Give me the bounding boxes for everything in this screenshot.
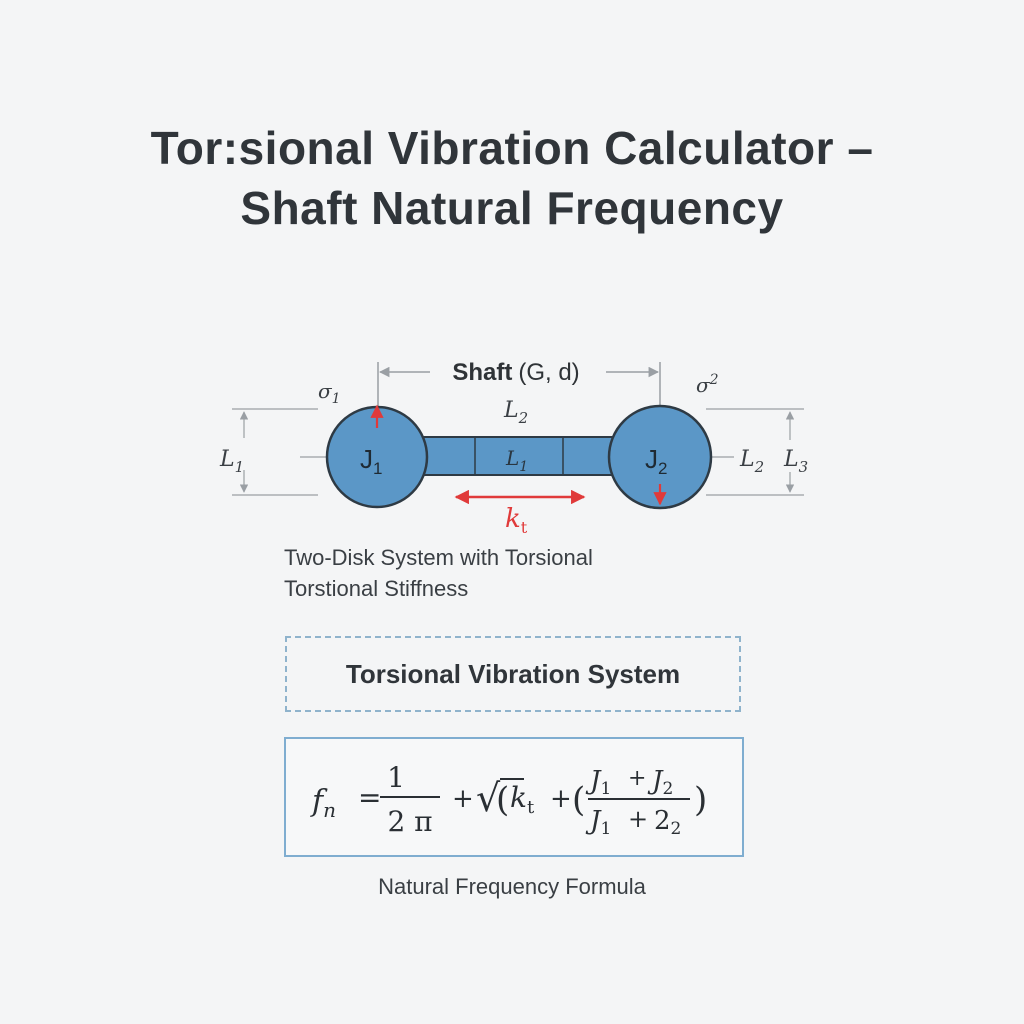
phi2-label: σ2	[696, 372, 719, 397]
title-line-1: Tor:sional Vibration Calculator –	[150, 122, 874, 174]
right-inner-sub: 2	[754, 458, 765, 476]
disk-1-sub: 1	[373, 459, 382, 478]
formula-k-main: k	[510, 781, 527, 814]
right-dimension	[706, 408, 804, 496]
shaft-top-sub: 2	[518, 409, 529, 427]
formula-caption: Natural Frequency Formula	[378, 874, 646, 899]
formula-num-j2-sub: 2	[662, 779, 673, 799]
title-line-2: Shaft Natural Frequency	[240, 182, 784, 234]
disk-1-main: J	[360, 444, 373, 474]
shaft-label-params: (G, d)	[518, 359, 579, 386]
stiffness-sub: t	[521, 518, 528, 537]
formula-num-j1: J1	[585, 766, 611, 799]
shaft-label-bold: Shaft	[452, 359, 512, 386]
formula-plus-1: +	[452, 784, 474, 814]
left-dim-label: L1	[219, 447, 244, 476]
right-dim-outer-label: L3	[783, 447, 808, 476]
shaft-mid-main: L	[505, 446, 519, 470]
system-box: Torsional Vibration System	[285, 636, 741, 712]
shaft-top-main: L	[503, 398, 519, 423]
right-outer-main: L	[783, 447, 799, 472]
right-dim-inner-label: L2	[739, 447, 764, 476]
left-dim-sub: 1	[235, 458, 245, 476]
formula-k-sub: t	[527, 797, 535, 818]
formula-plus-2: +	[550, 784, 572, 814]
formula-den-plus: +	[628, 805, 648, 833]
formula-lhs-sub: n	[323, 798, 336, 822]
disk-2-sub: 2	[658, 459, 667, 478]
diagram-caption: Two-Disk System with Torsional Torstiona…	[284, 542, 704, 604]
shaft-mid-length: L1	[505, 446, 528, 475]
disk-1-label: J1	[360, 444, 382, 478]
formula-den-j1: J1	[585, 806, 611, 839]
formula-open-paren: (	[496, 780, 509, 820]
formula-close-paren: )	[694, 780, 707, 820]
shaft-dimension	[377, 362, 661, 410]
formula-frac-num: 1	[387, 761, 405, 794]
formula-sqrt: √	[476, 776, 501, 820]
phi1-symbol: σ	[318, 379, 333, 403]
formula-den-2: 22	[654, 806, 681, 839]
stiffness-main: k	[505, 504, 521, 534]
formula-num-j1-main: J	[585, 766, 602, 796]
formula-frac-den: 2 π	[387, 805, 432, 838]
formula-den-j1-main: J	[585, 806, 602, 836]
formula-lhs: fn	[310, 784, 336, 822]
formula-num-j2-main: J	[647, 766, 664, 796]
disk-2-label: J2	[645, 444, 667, 478]
caption-line-1: Two-Disk System with Torsional	[284, 545, 593, 570]
formula-num-plus: +	[628, 766, 646, 791]
shaft	[417, 436, 619, 476]
left-dim-main: L	[219, 447, 235, 472]
formula-svg: fn = 1 2 π + √ ( kt + ( J1 + J2 J1 + 22 …	[310, 761, 707, 839]
phi1-label: σ1	[318, 379, 341, 407]
right-outer-sub: 3	[799, 458, 809, 476]
formula-k: kt	[510, 781, 535, 818]
stiffness-label: kt	[505, 504, 528, 537]
formula-num-j1-sub: 1	[600, 779, 611, 799]
page-title: Tor:sional Vibration Calculator – Shaft …	[0, 118, 1024, 238]
formula-equals: =	[358, 781, 381, 814]
system-box-label: Torsional Vibration System	[345, 658, 681, 689]
shaft-top-length: L2	[503, 398, 528, 427]
shaft-label: Shaft (G, d)	[452, 359, 579, 386]
disk-2	[607, 404, 713, 510]
formula-open-paren-2: (	[572, 780, 585, 820]
phi1-sub: 1	[332, 391, 341, 407]
right-inner-main: L	[739, 447, 755, 472]
shaft-mid-sub: 1	[519, 459, 528, 475]
left-dimension	[232, 408, 328, 496]
phi2-sup: 2	[709, 372, 719, 388]
phi2-symbol: σ	[696, 373, 711, 397]
formula-den-2-sub: 2	[671, 819, 682, 839]
formula-box: fn = 1 2 π + √ ( kt + ( J1 + J2 J1 + 22 …	[284, 737, 744, 857]
formula-den-2-main: 2	[654, 806, 671, 836]
formula-num-j2: J2	[647, 766, 673, 799]
caption-line-2: Torstional Stiffness	[284, 576, 469, 601]
formula-den-j1-sub: 1	[600, 819, 611, 839]
disk-2-main: J	[645, 444, 658, 474]
